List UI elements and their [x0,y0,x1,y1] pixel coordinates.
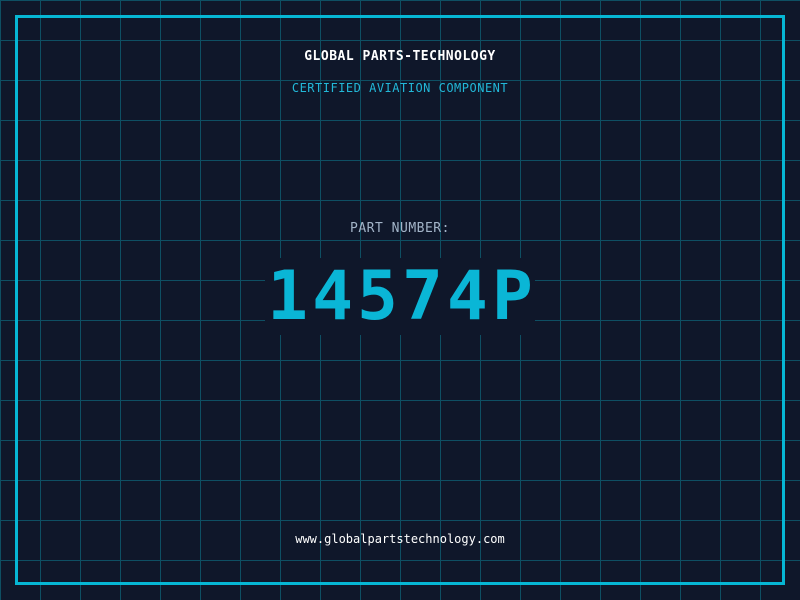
subtitle: CERTIFIED AVIATION COMPONENT [291,81,509,95]
website-link[interactable]: www.globalpartstechnology.com [295,532,505,546]
part-number-backdrop [265,258,535,335]
part-number-value: 14574P [267,257,537,336]
company-title: GLOBAL PARTS-TECHNOLOGY [304,49,496,64]
part-number-label: PART NUMBER: [350,221,450,236]
frame-border [15,15,785,585]
